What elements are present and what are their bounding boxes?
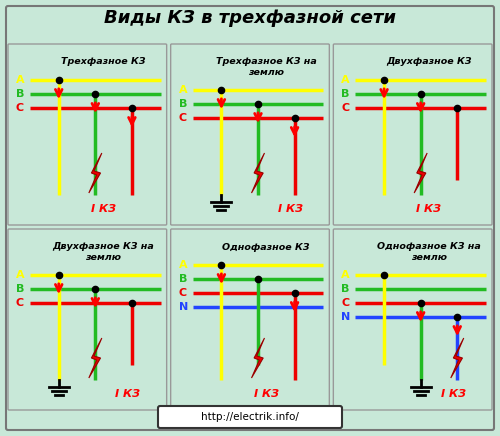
Text: C: C [342,103,349,113]
Text: B: B [178,274,187,284]
Text: N: N [178,302,188,312]
Text: B: B [342,284,349,294]
Text: A: A [178,85,188,95]
Text: I КЗ: I КЗ [116,389,140,399]
Text: B: B [16,89,24,99]
FancyBboxPatch shape [334,44,492,225]
FancyBboxPatch shape [8,229,166,410]
Text: Однофазное КЗ: Однофазное КЗ [222,242,310,252]
Text: A: A [342,270,350,280]
Polygon shape [89,338,102,378]
Text: B: B [16,284,24,294]
Text: A: A [16,75,24,85]
Text: I КЗ: I КЗ [254,389,278,399]
Text: B: B [342,89,349,99]
FancyBboxPatch shape [170,229,330,410]
Polygon shape [414,153,427,193]
Text: A: A [16,270,24,280]
Text: A: A [342,75,350,85]
Text: http://electrik.info/: http://electrik.info/ [201,412,299,422]
Text: Трехфазное КЗ на
землю: Трехфазное КЗ на землю [216,57,316,77]
FancyBboxPatch shape [8,44,166,225]
Text: I КЗ: I КЗ [91,204,116,214]
Polygon shape [252,338,264,378]
Text: Однофазное КЗ на
землю: Однофазное КЗ на землю [377,242,480,262]
Text: Виды КЗ в трехфазной сети: Виды КЗ в трехфазной сети [104,9,396,27]
Text: A: A [178,260,188,270]
FancyBboxPatch shape [170,44,330,225]
Text: Двухфазное КЗ на
землю: Двухфазное КЗ на землю [52,242,154,262]
Text: B: B [178,99,187,109]
Polygon shape [451,338,464,378]
Text: C: C [16,298,24,308]
Text: I КЗ: I КЗ [441,389,466,399]
Polygon shape [89,153,102,193]
Text: N: N [342,312,350,322]
Text: C: C [342,298,349,308]
Text: C: C [178,113,187,123]
Polygon shape [252,153,264,193]
Text: I КЗ: I КЗ [416,204,441,214]
Text: Трехфазное КЗ: Трехфазное КЗ [61,58,146,67]
Text: C: C [178,288,187,298]
FancyBboxPatch shape [334,229,492,410]
Text: C: C [16,103,24,113]
FancyBboxPatch shape [158,406,342,428]
Text: Двухфазное КЗ: Двухфазное КЗ [386,58,472,67]
Text: I КЗ: I КЗ [278,204,303,214]
